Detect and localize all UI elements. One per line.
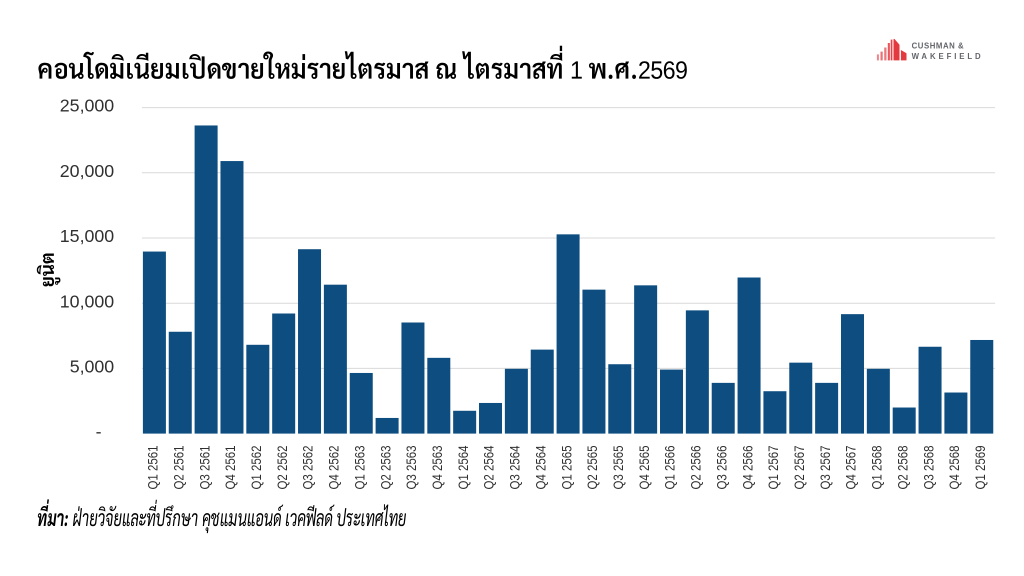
- svg-text:Q2 2562: Q2 2562: [275, 446, 290, 490]
- svg-text:Q1 2563: Q1 2563: [352, 446, 367, 490]
- svg-text:Q4 2566: Q4 2566: [740, 446, 755, 490]
- svg-text:Q2 2568: Q2 2568: [895, 446, 910, 490]
- svg-text:Q4 2567: Q4 2567: [844, 446, 859, 490]
- svg-text:WAKEFIELD: WAKEFIELD: [912, 52, 981, 61]
- svg-text:Q1 2561: Q1 2561: [146, 446, 161, 490]
- svg-text:-: -: [96, 422, 102, 442]
- svg-text:Q1 2565: Q1 2565: [559, 446, 574, 490]
- svg-text:Q3 2565: Q3 2565: [611, 446, 626, 490]
- svg-text:Q2 2564: Q2 2564: [482, 445, 497, 489]
- svg-text:Q3 2561: Q3 2561: [197, 446, 212, 490]
- svg-text:Q4 2568: Q4 2568: [947, 446, 962, 490]
- svg-text:25,000: 25,000: [60, 96, 114, 116]
- svg-text:Q1 2566: Q1 2566: [663, 446, 678, 490]
- svg-text:Q1 2569: Q1 2569: [973, 446, 988, 490]
- svg-text:Q4 2564: Q4 2564: [533, 445, 548, 489]
- svg-text:Q4 2565: Q4 2565: [637, 446, 652, 490]
- svg-text:20,000: 20,000: [60, 161, 114, 181]
- svg-text:Q3 2566: Q3 2566: [714, 446, 729, 490]
- svg-text:Q3 2564: Q3 2564: [508, 445, 523, 489]
- svg-text:Q3 2568: Q3 2568: [921, 446, 936, 490]
- svg-text:Q3 2562: Q3 2562: [301, 446, 316, 490]
- svg-text:Q4 2561: Q4 2561: [223, 446, 238, 490]
- svg-text:15,000: 15,000: [60, 226, 114, 246]
- svg-text:Q2 2567: Q2 2567: [792, 446, 807, 490]
- svg-text:10,000: 10,000: [60, 291, 114, 311]
- svg-text:Q2 2561: Q2 2561: [171, 446, 186, 490]
- svg-text:5,000: 5,000: [70, 357, 115, 377]
- svg-text:Q4 2562: Q4 2562: [327, 446, 342, 490]
- svg-text:Q3 2567: Q3 2567: [818, 446, 833, 490]
- svg-text:Q1 2562: Q1 2562: [249, 446, 264, 490]
- svg-text:Q2 2563: Q2 2563: [378, 446, 393, 490]
- svg-text:Q1 2568: Q1 2568: [870, 446, 885, 490]
- svg-text:Q1 2567: Q1 2567: [766, 446, 781, 490]
- svg-text:Q4 2563: Q4 2563: [430, 446, 445, 490]
- svg-text:Q3 2563: Q3 2563: [404, 446, 419, 490]
- svg-text:CUSHMAN &: CUSHMAN &: [912, 42, 964, 51]
- svg-text:Q2 2566: Q2 2566: [689, 446, 704, 490]
- svg-text:Q1 2564: Q1 2564: [456, 445, 471, 489]
- svg-text:Q2 2565: Q2 2565: [585, 446, 600, 490]
